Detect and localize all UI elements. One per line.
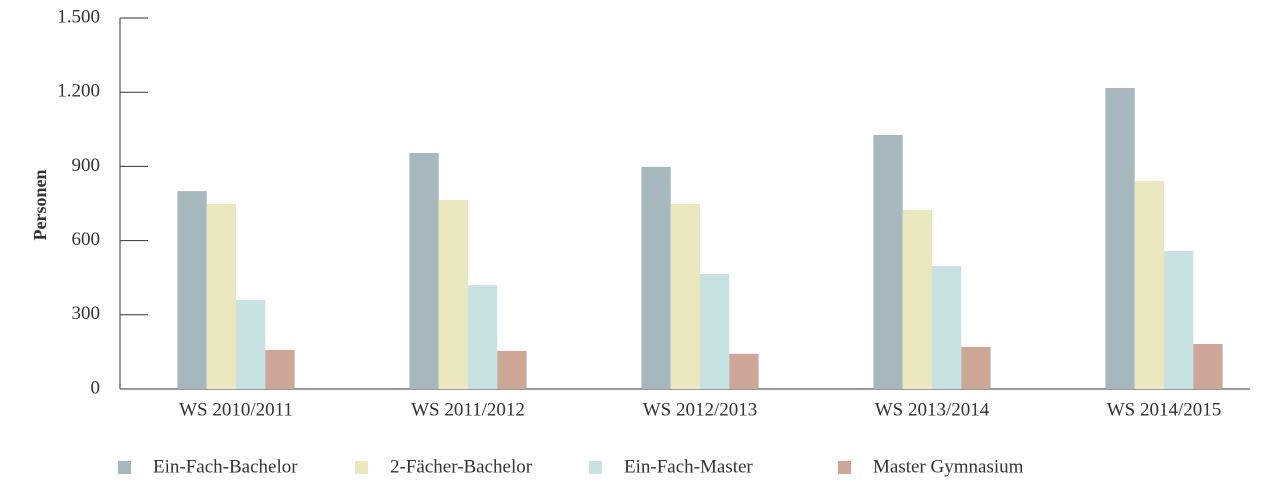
legend-label: 2-Fächer-Bachelor [390,456,533,477]
legend-label: Ein-Fach-Master [624,456,753,477]
legend-swatch [355,461,368,474]
bar [409,153,439,389]
bar [236,299,266,389]
bar [1193,343,1223,389]
bar [961,346,991,389]
bar [1134,180,1164,389]
bar [932,266,962,389]
bar [700,273,730,389]
y-tick-label: 1.200 [57,81,100,102]
bar [177,191,207,389]
bar [265,349,295,389]
bar [902,209,932,389]
x-tick-label: WS 2013/2014 [875,399,990,420]
y-tick-label: 600 [72,229,101,250]
legend-swatch [118,461,131,474]
bar [497,350,527,389]
x-tick-label: WS 2014/2015 [1107,399,1222,420]
x-tick-label: WS 2011/2012 [411,399,525,420]
x-tick-label: WS 2010/2011 [179,399,293,420]
bar [1105,87,1135,389]
bar [729,353,759,389]
bar [641,166,671,389]
y-tick-label: 1.500 [57,6,100,27]
y-tick-label: 0 [91,377,101,398]
legend-label: Ein-Fach-Bachelor [153,456,298,477]
bar [873,134,903,389]
legend-swatch [589,461,602,474]
legend-label: Master Gymnasium [873,456,1024,477]
bar [670,203,700,389]
bar [468,285,498,389]
legend-swatch [838,461,851,474]
y-tick-label: 300 [72,303,101,324]
bar [438,200,468,389]
y-tick-label: 900 [72,155,101,176]
y-axis-label: Personen [30,170,50,241]
bar [206,203,236,389]
bar [1164,250,1194,389]
x-tick-label: WS 2012/2013 [643,399,758,420]
